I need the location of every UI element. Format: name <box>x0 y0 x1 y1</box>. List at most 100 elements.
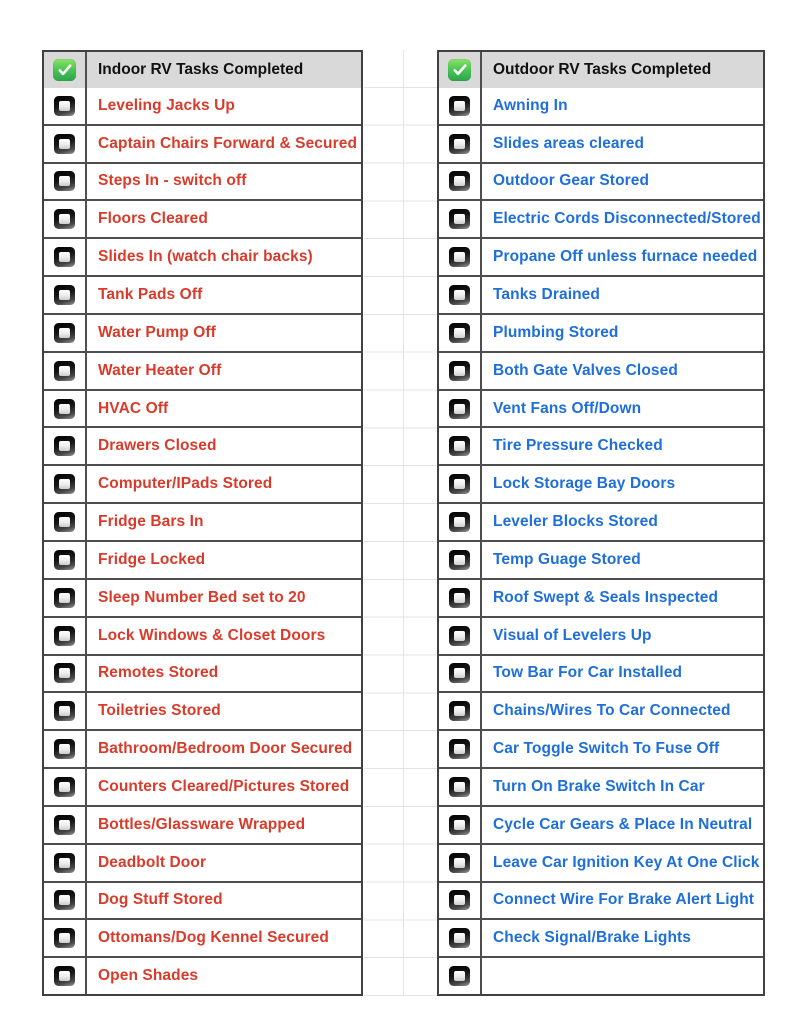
checkbox-cell[interactable] <box>44 655 87 692</box>
checkbox-cell[interactable] <box>439 541 482 578</box>
outdoor-header-checkbox-cell[interactable] <box>439 52 482 88</box>
checkbox-cell[interactable] <box>439 314 482 351</box>
checkbox-cell[interactable] <box>44 125 87 162</box>
checkbox-cell[interactable] <box>44 277 87 313</box>
checkbox-cell[interactable] <box>44 466 87 503</box>
checkbox-cell[interactable] <box>439 844 482 881</box>
task-cell[interactable]: Leave Car Ignition Key At One Click <box>482 845 763 881</box>
task-cell[interactable]: Temp Guage Stored <box>482 542 763 578</box>
task-cell[interactable] <box>482 958 763 994</box>
checkbox-cell[interactable] <box>439 882 482 919</box>
task-cell[interactable]: Tank Pads Off <box>87 277 361 313</box>
checkbox-cell[interactable] <box>439 579 482 616</box>
checkbox-cell[interactable] <box>439 163 482 200</box>
task-cell[interactable]: Water Pump Off <box>87 315 361 351</box>
task-cell[interactable]: Tire Pressure Checked <box>482 428 763 464</box>
checkbox-cell[interactable] <box>44 579 87 616</box>
checkbox-cell[interactable] <box>44 958 87 995</box>
checkbox-cell[interactable] <box>439 201 482 238</box>
task-cell[interactable]: Fridge Bars In <box>87 504 361 540</box>
task-cell[interactable]: Floors Cleared <box>87 201 361 237</box>
checkbox-cell[interactable] <box>44 806 87 843</box>
checkbox-cell[interactable] <box>44 352 87 389</box>
task-cell[interactable]: Electric Cords Disconnected/Stored <box>482 201 763 237</box>
task-cell[interactable]: Car Toggle Switch To Fuse Off <box>482 731 763 767</box>
checkbox-cell[interactable] <box>439 655 482 692</box>
task-cell[interactable]: Ottomans/Dog Kennel Secured <box>87 920 361 956</box>
task-cell[interactable]: Remotes Stored <box>87 656 361 692</box>
task-cell[interactable]: Outdoor Gear Stored <box>482 164 763 200</box>
checkbox-cell[interactable] <box>44 87 87 124</box>
checkbox-cell[interactable] <box>439 958 482 995</box>
task-cell[interactable]: Lock Storage Bay Doors <box>482 466 763 502</box>
checkbox-cell[interactable] <box>44 693 87 730</box>
task-cell[interactable]: Check Signal/Brake Lights <box>482 920 763 956</box>
checkbox-cell[interactable] <box>44 844 87 881</box>
task-cell[interactable]: Cycle Car Gears & Place In Neutral <box>482 807 763 843</box>
task-cell[interactable]: Plumbing Stored <box>482 315 763 351</box>
checkbox-cell[interactable] <box>44 504 87 540</box>
task-cell[interactable]: Chains/Wires To Car Connected <box>482 693 763 729</box>
indoor-header-checkbox-cell[interactable] <box>44 52 87 88</box>
checkbox-cell[interactable] <box>439 390 482 427</box>
task-cell[interactable]: Computer/IPads Stored <box>87 466 361 502</box>
task-cell[interactable]: Open Shades <box>87 958 361 994</box>
checkbox-cell[interactable] <box>439 352 482 389</box>
checkbox-cell[interactable] <box>44 239 87 276</box>
task-cell[interactable]: Dog Stuff Stored <box>87 883 361 919</box>
checkbox-cell[interactable] <box>44 314 87 351</box>
checkbox-cell[interactable] <box>439 617 482 654</box>
outdoor-header-title-cell[interactable]: Outdoor RV Tasks Completed <box>482 52 763 88</box>
task-cell[interactable]: Lock Windows & Closet Doors <box>87 618 361 654</box>
checkbox-cell[interactable] <box>439 504 482 540</box>
task-cell[interactable]: Bathroom/Bedroom Door Secured <box>87 731 361 767</box>
task-cell[interactable]: Fridge Locked <box>87 542 361 578</box>
task-cell[interactable]: Turn On Brake Switch In Car <box>482 769 763 805</box>
checkbox-cell[interactable] <box>439 693 482 730</box>
task-cell[interactable]: Leveler Blocks Stored <box>482 504 763 540</box>
checkbox-cell[interactable] <box>439 466 482 503</box>
task-cell[interactable]: Both Gate Valves Closed <box>482 353 763 389</box>
task-cell[interactable]: Deadbolt Door <box>87 845 361 881</box>
task-cell[interactable]: Connect Wire For Brake Alert Light <box>482 883 763 919</box>
task-cell[interactable]: Propane Off unless furnace needed <box>482 239 763 275</box>
task-cell[interactable]: HVAC Off <box>87 391 361 427</box>
task-cell[interactable]: Slides areas cleared <box>482 126 763 162</box>
task-cell[interactable]: Vent Fans Off/Down <box>482 391 763 427</box>
checkbox-cell[interactable] <box>439 920 482 957</box>
task-cell[interactable]: Tanks Drained <box>482 277 763 313</box>
checkbox-cell[interactable] <box>44 541 87 578</box>
checkbox-cell[interactable] <box>44 163 87 200</box>
task-cell[interactable]: Leveling Jacks Up <box>87 88 361 124</box>
task-cell[interactable]: Sleep Number Bed set to 20 <box>87 580 361 616</box>
checkbox-cell[interactable] <box>439 239 482 276</box>
checkbox-cell[interactable] <box>439 806 482 843</box>
checkbox-cell[interactable] <box>439 125 482 162</box>
checkbox-cell[interactable] <box>44 428 87 465</box>
checkbox-cell[interactable] <box>44 882 87 919</box>
task-cell[interactable]: Roof Swept & Seals Inspected <box>482 580 763 616</box>
checkbox-cell[interactable] <box>44 769 87 805</box>
checkbox-cell[interactable] <box>439 87 482 124</box>
task-cell[interactable]: Water Heater Off <box>87 353 361 389</box>
checkbox-cell[interactable] <box>44 617 87 654</box>
indoor-header-title-cell[interactable]: Indoor RV Tasks Completed <box>87 52 361 88</box>
task-cell[interactable]: Awning In <box>482 88 763 124</box>
task-cell[interactable]: Bottles/Glassware Wrapped <box>87 807 361 843</box>
checkbox-cell[interactable] <box>439 769 482 805</box>
checkbox-cell[interactable] <box>44 920 87 957</box>
checkbox-cell[interactable] <box>44 390 87 427</box>
checkbox-cell[interactable] <box>439 428 482 465</box>
checkbox-cell[interactable] <box>439 277 482 313</box>
task-cell[interactable]: Counters Cleared/Pictures Stored <box>87 769 361 805</box>
task-cell[interactable]: Slides In (watch chair backs) <box>87 239 361 275</box>
task-cell[interactable]: Tow Bar For Car Installed <box>482 656 763 692</box>
checkbox-cell[interactable] <box>44 731 87 768</box>
task-cell[interactable]: Steps In - switch off <box>87 164 361 200</box>
task-cell[interactable]: Drawers Closed <box>87 428 361 464</box>
task-cell[interactable]: Toiletries Stored <box>87 693 361 729</box>
checkbox-cell[interactable] <box>44 201 87 238</box>
checkbox-cell[interactable] <box>439 731 482 768</box>
task-cell[interactable]: Visual of Levelers Up <box>482 618 763 654</box>
task-cell[interactable]: Captain Chairs Forward & Secured <box>87 126 361 162</box>
